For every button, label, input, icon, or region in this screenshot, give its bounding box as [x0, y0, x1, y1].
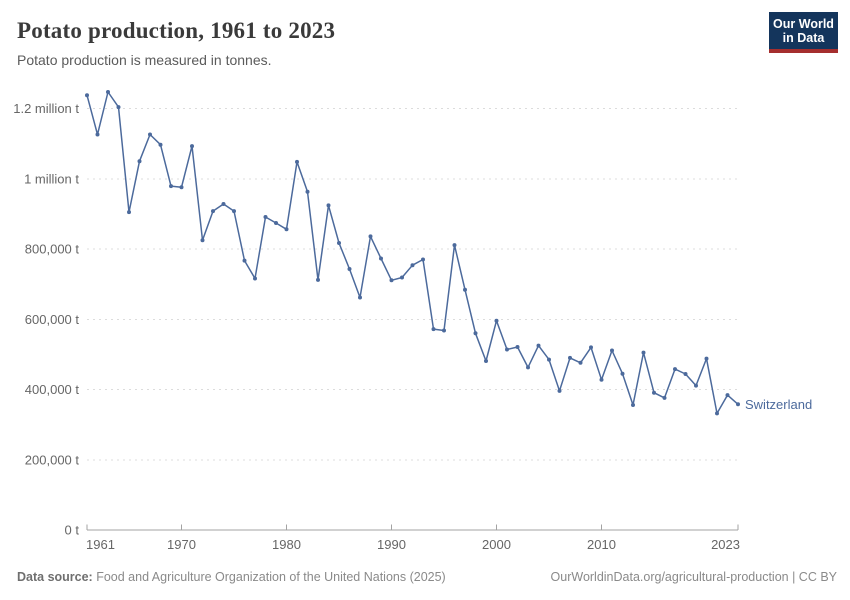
data-point[interactable]	[200, 238, 205, 243]
y-axis-tick-label: 0 t	[65, 523, 80, 538]
data-point[interactable]	[694, 383, 698, 388]
data-point[interactable]	[85, 93, 89, 98]
data-point[interactable]	[631, 403, 635, 407]
data-point[interactable]	[410, 263, 415, 268]
data-point[interactable]	[95, 132, 100, 137]
data-point[interactable]	[211, 209, 215, 214]
data-point[interactable]	[547, 357, 551, 362]
data-point[interactable]	[610, 348, 614, 353]
data-point[interactable]	[652, 390, 656, 395]
data-point[interactable]	[557, 388, 562, 393]
data-source-label: Data source:	[17, 570, 93, 584]
data-point[interactable]	[463, 287, 467, 292]
series-line-switzerland[interactable]	[86, 91, 739, 415]
data-point[interactable]	[158, 142, 163, 147]
data-point[interactable]	[484, 359, 488, 363]
data-point[interactable]	[431, 327, 436, 332]
data-point[interactable]	[442, 328, 446, 333]
data-point[interactable]	[253, 276, 257, 281]
data-point[interactable]	[589, 345, 593, 350]
y-axis-tick-label: 200,000 t	[25, 452, 80, 467]
data-point[interactable]	[148, 132, 152, 137]
data-point[interactable]	[326, 203, 331, 208]
y-axis-tick-label: 800,000 t	[25, 242, 80, 257]
credit-link[interactable]: OurWorldinData.org/agricultural-producti…	[550, 570, 837, 584]
data-point[interactable]	[400, 275, 404, 280]
x-axis-tick-label: 1961	[86, 537, 115, 552]
page-title: Potato production, 1961 to 2023	[17, 18, 336, 43]
data-point[interactable]	[368, 234, 373, 239]
y-axis-tick-label: 1 million t	[24, 171, 79, 186]
x-axis-tick-label: 1990	[377, 537, 406, 552]
chart-footer: Data source: Food and Agriculture Organi…	[17, 570, 837, 584]
data-point[interactable]	[389, 278, 394, 283]
y-axis-tick-label: 600,000 t	[25, 312, 80, 327]
data-point[interactable]	[347, 267, 352, 271]
data-point[interactable]	[263, 215, 268, 219]
x-axis-tick-label: 1970	[167, 537, 196, 552]
data-point[interactable]	[137, 159, 142, 164]
data-point[interactable]	[284, 227, 289, 232]
y-axis-tick-label: 400,000 t	[25, 382, 80, 397]
x-axis-tick-label: 2023	[711, 537, 740, 552]
data-point[interactable]	[515, 345, 520, 349]
data-point[interactable]	[494, 318, 499, 323]
data-point[interactable]	[305, 189, 310, 194]
data-point[interactable]	[169, 184, 173, 189]
data-point[interactable]	[179, 185, 184, 190]
data-point[interactable]	[221, 202, 226, 206]
page-subtitle: Potato production is measured in tonnes.	[17, 52, 272, 68]
owid-logo[interactable]: Our World in Data	[769, 12, 838, 53]
data-point[interactable]	[127, 210, 131, 215]
data-point[interactable]	[242, 258, 247, 263]
data-point[interactable]	[190, 144, 194, 149]
data-point[interactable]	[232, 209, 236, 214]
data-point[interactable]	[725, 393, 730, 398]
owid-logo-line2: in Data	[782, 31, 825, 45]
data-point[interactable]	[116, 105, 121, 110]
data-point[interactable]	[715, 411, 719, 416]
data-point[interactable]	[599, 377, 604, 382]
data-point[interactable]	[620, 371, 625, 376]
data-point[interactable]	[274, 221, 278, 225]
x-axis-tick-label: 2000	[482, 537, 511, 552]
data-point[interactable]	[673, 367, 677, 372]
data-point[interactable]	[452, 243, 457, 248]
data-point[interactable]	[662, 395, 667, 400]
data-point[interactable]	[683, 372, 688, 376]
data-point[interactable]	[421, 257, 425, 262]
data-point[interactable]	[568, 355, 572, 360]
data-point[interactable]	[337, 241, 341, 245]
data-source-text: Food and Agriculture Organization of the…	[92, 570, 446, 584]
y-axis-tick-label: 1.2 million t	[13, 101, 79, 116]
data-point[interactable]	[536, 343, 541, 348]
owid-logo-line1: Our World	[773, 17, 834, 31]
data-point[interactable]	[379, 256, 383, 261]
data-point[interactable]	[316, 277, 320, 282]
data-point[interactable]	[578, 360, 583, 365]
data-point[interactable]	[473, 331, 478, 336]
data-point[interactable]	[106, 90, 110, 94]
data-point[interactable]	[736, 402, 740, 407]
x-axis-tick-label: 2010	[587, 537, 616, 552]
data-point[interactable]	[641, 350, 646, 355]
data-point[interactable]	[526, 365, 530, 370]
entity-label-switzerland[interactable]: Switzerland	[745, 397, 812, 412]
data-point[interactable]	[295, 159, 299, 164]
x-axis-tick-label: 1980	[272, 537, 301, 552]
data-point[interactable]	[358, 295, 362, 300]
data-point[interactable]	[505, 347, 509, 352]
data-source-note: Data source: Food and Agriculture Organi…	[17, 570, 446, 584]
data-point[interactable]	[704, 356, 709, 361]
